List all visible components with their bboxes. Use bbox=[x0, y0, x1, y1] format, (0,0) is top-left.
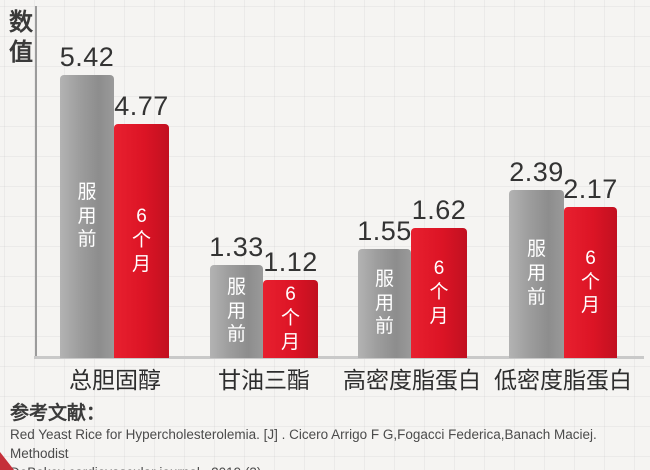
bar-value: 2.17 bbox=[563, 174, 618, 204]
x-axis-line bbox=[34, 356, 644, 359]
y-axis-label: 数值 bbox=[9, 9, 33, 66]
bar-total-cholesterol-before: 5.42 服用前 bbox=[60, 42, 114, 358]
bar-series-label: 6个月 bbox=[280, 284, 300, 353]
category-label-total-cholesterol: 总胆固醇 bbox=[69, 367, 161, 393]
bar-series-label: 服用前 bbox=[77, 181, 97, 251]
category-label-triglycerides: 甘油三酯 bbox=[218, 367, 310, 393]
bar-value: 2.39 bbox=[509, 157, 564, 187]
category-label-ldl: 低密度脂蛋白 bbox=[494, 367, 632, 393]
reference-line-2: DeBakey cardiovascular journal . 2019 (3… bbox=[10, 463, 646, 470]
bar-hdl-after: 1.62 6个月 bbox=[411, 195, 467, 358]
bar-series-label: 服用前 bbox=[226, 276, 246, 346]
bar-series-label: 6个月 bbox=[580, 247, 600, 317]
bar-value: 4.77 bbox=[114, 91, 169, 121]
bar-hdl-before: 1.55 服用前 bbox=[357, 216, 411, 358]
bar-series-label: 6个月 bbox=[131, 206, 151, 275]
corner-accent-triangle bbox=[0, 452, 14, 470]
bar-triglycerides-before: 1.33 服用前 bbox=[209, 232, 263, 358]
bar-total-cholesterol-after: 4.77 6个月 bbox=[114, 91, 169, 358]
bar-value: 1.12 bbox=[263, 247, 318, 277]
bar-series-label: 服用前 bbox=[526, 239, 546, 308]
category-label-hdl: 高密度脂蛋白 bbox=[343, 367, 481, 393]
bar-value: 1.62 bbox=[411, 195, 467, 225]
bar-triglycerides-after: 1.12 6个月 bbox=[263, 247, 318, 358]
bar-value: 1.55 bbox=[357, 216, 412, 246]
bar-ldl-before: 2.39 服用前 bbox=[509, 157, 564, 358]
reference-text: Red Yeast Rice for Hypercholesterolemia.… bbox=[10, 425, 646, 470]
reference-line-1: Red Yeast Rice for Hypercholesterolemia.… bbox=[10, 427, 597, 461]
bar-ldl-after: 2.17 6个月 bbox=[563, 174, 617, 358]
bar-value: 5.42 bbox=[59, 42, 115, 72]
bar-series-label: 6个月 bbox=[429, 258, 449, 327]
y-axis-line bbox=[35, 6, 37, 358]
references-heading: 参考文献： bbox=[10, 403, 106, 424]
bar-series-label: 服用前 bbox=[374, 268, 394, 338]
bar-value: 1.33 bbox=[209, 232, 264, 262]
